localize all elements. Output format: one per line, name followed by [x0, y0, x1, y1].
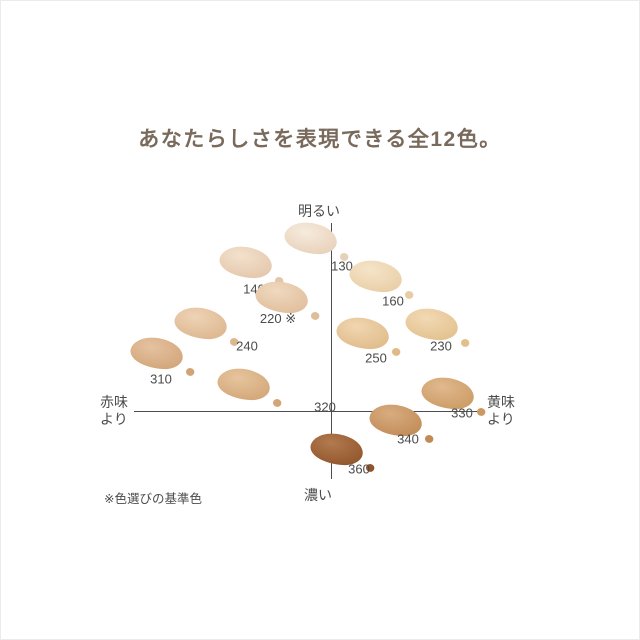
- foundation-smear-icon: [310, 433, 375, 472]
- foundation-smear-icon: [369, 404, 434, 443]
- axis-label-reddish-line2: より: [100, 411, 128, 427]
- shade-swatch: [363, 397, 440, 451]
- base-color-footnote: ※色選びの基準色: [104, 492, 202, 506]
- shade-swatch: [343, 253, 420, 307]
- shade-label: 220 ※: [259, 311, 297, 326]
- shade-label: 130: [331, 258, 353, 274]
- foundation-smear-icon: [336, 317, 401, 356]
- foundation-smear-icon: [405, 308, 470, 347]
- shade-label: 310: [150, 371, 172, 387]
- shade-swatch: [330, 310, 407, 364]
- shade-label: 240: [236, 338, 258, 354]
- shade-swatch: [278, 215, 355, 269]
- shade-swatch: [168, 300, 245, 354]
- shade-swatch: [399, 301, 476, 355]
- shade-swatch: [124, 330, 201, 384]
- shade-label: 340: [397, 431, 419, 447]
- shade-label: 160: [382, 293, 404, 309]
- vertical-axis-line: [331, 223, 332, 479]
- foundation-smear-icon: [284, 222, 349, 261]
- shade-label: 360: [348, 461, 370, 477]
- shade-label: 330: [451, 405, 473, 421]
- axis-label-yellowish-line2: より: [487, 411, 515, 427]
- foundation-smear-icon: [255, 281, 320, 320]
- shade-swatch: [211, 361, 288, 415]
- axis-label-bright: 明るい: [298, 203, 340, 219]
- shade-label: 320: [314, 399, 336, 415]
- shade-swatch: [249, 274, 326, 328]
- shade-swatch: [415, 370, 492, 424]
- axis-label-deep: 濃い: [304, 487, 332, 503]
- horizontal-axis-line: [134, 411, 482, 412]
- foundation-smear-icon: [421, 377, 486, 416]
- axis-label-yellowish-line1: 黄味: [487, 394, 515, 410]
- page-title: あなたらしさを表現できる全12色。: [138, 128, 502, 151]
- shade-swatch: [304, 426, 381, 480]
- foundation-smear-icon: [130, 337, 195, 376]
- axis-label-reddish-line1: 赤味: [100, 394, 128, 410]
- axis-label-reddish: 赤味 より: [100, 394, 128, 428]
- shade-label: 250: [365, 350, 387, 366]
- foundation-smear-icon: [217, 368, 282, 407]
- foundation-smear-icon: [174, 307, 239, 346]
- axis-label-yellowish: 黄味 より: [487, 394, 515, 428]
- shade-label: 230: [430, 338, 452, 354]
- foundation-smear-icon: [349, 260, 414, 299]
